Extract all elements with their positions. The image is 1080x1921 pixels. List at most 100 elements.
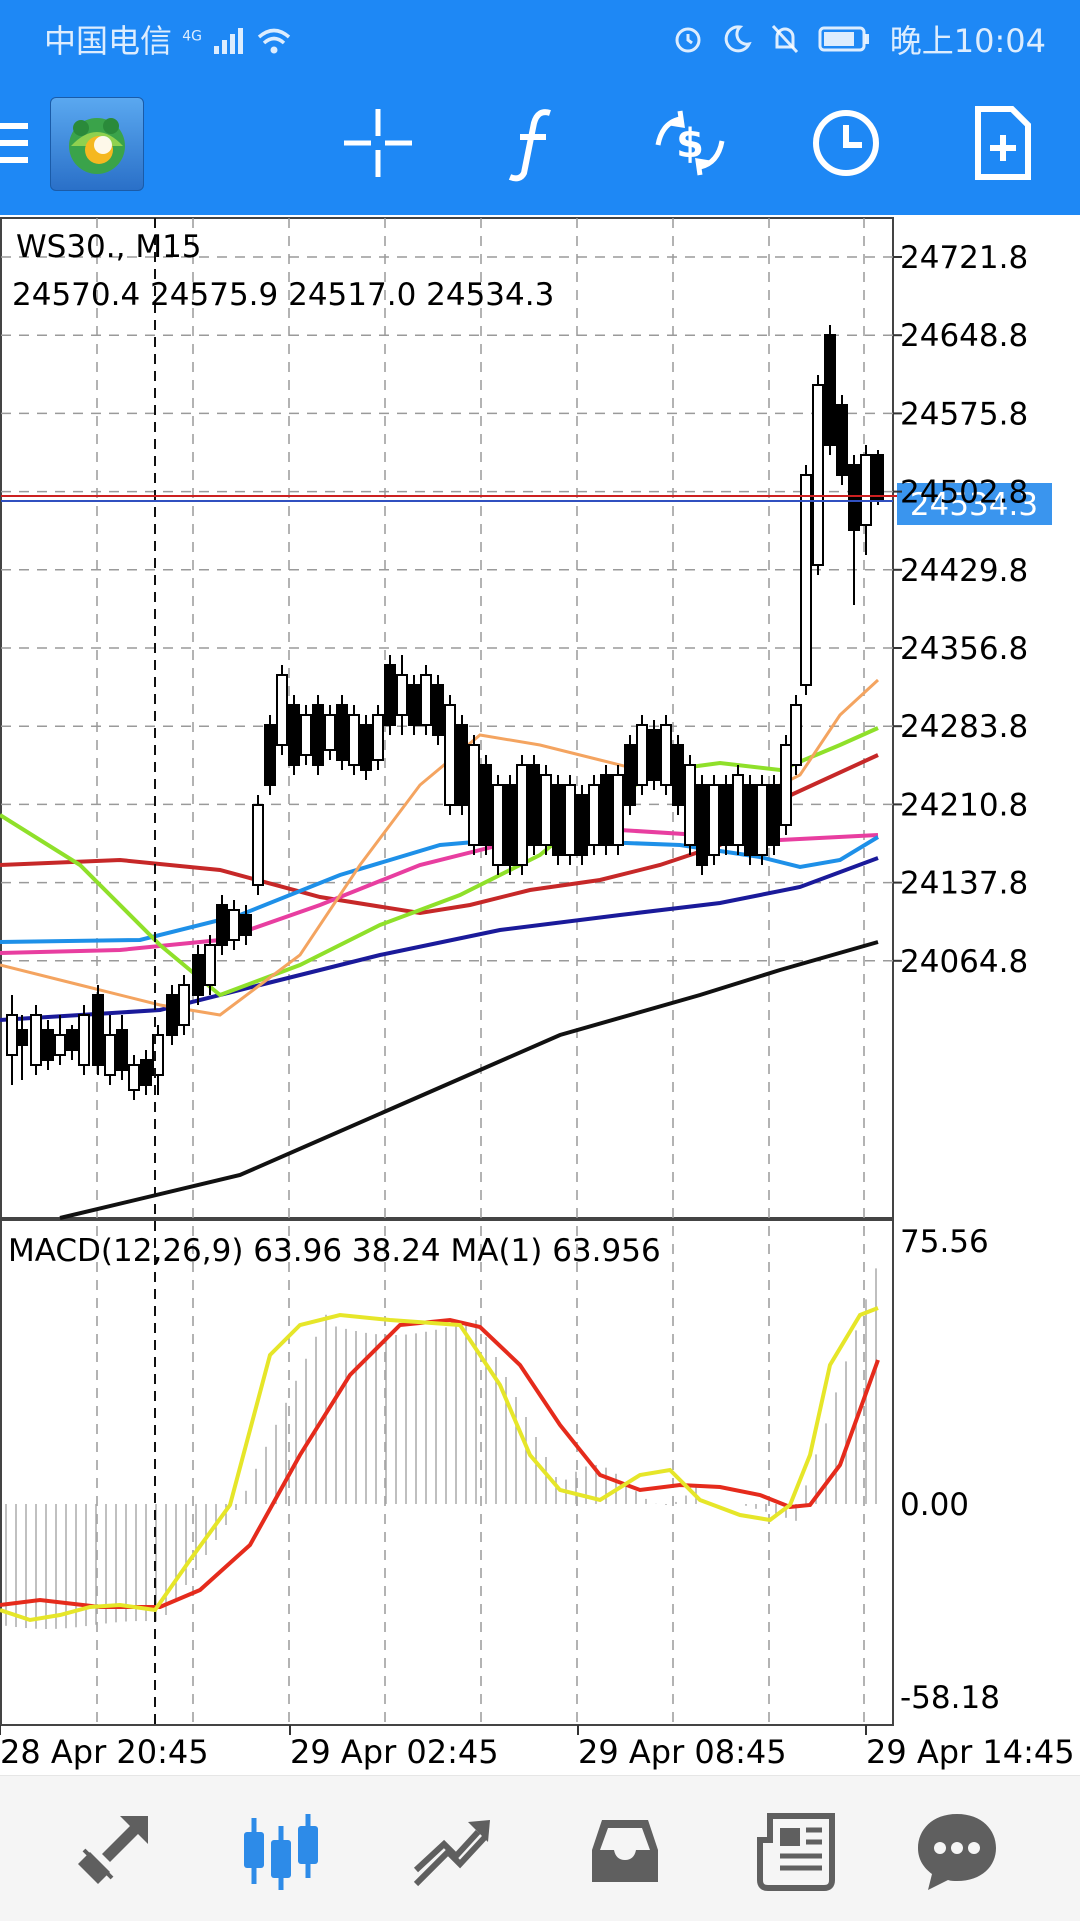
status-bar: 中国电信 4G 晚上10:04 xyxy=(0,0,1080,75)
candle-body xyxy=(140,1059,152,1086)
quotes-icon[interactable] xyxy=(68,1806,158,1896)
candle-body xyxy=(104,1034,116,1076)
candle-body xyxy=(824,334,836,446)
macd-panel-frame xyxy=(0,1219,894,1726)
candle-body xyxy=(116,1029,128,1071)
price-tick-label: 24429.8 xyxy=(900,553,1028,589)
candle-body xyxy=(360,724,372,771)
candle-body xyxy=(408,684,420,726)
candle-body xyxy=(66,1029,78,1051)
top-toolbar: $ xyxy=(0,75,1080,215)
price-chart[interactable]: 24534.3 WS30., M15 24570.4 24575.9 24517… xyxy=(0,215,1080,1775)
candle-body xyxy=(42,1029,54,1061)
candlesticks xyxy=(6,325,884,1100)
mute-icon xyxy=(771,24,798,54)
candle-body xyxy=(336,704,348,761)
moving-average-line xyxy=(59,940,879,1220)
candle-body xyxy=(276,674,288,746)
macd-label: MACD(12,26,9) 63.96 38.24 MA(1) 63.956 xyxy=(8,1233,661,1269)
candle-body xyxy=(504,784,516,866)
symbol-label: WS30., M15 xyxy=(16,229,202,265)
chart-icon[interactable] xyxy=(236,1806,326,1896)
price-tick-label: 24283.8 xyxy=(900,709,1028,745)
history-icon[interactable] xyxy=(580,1806,670,1896)
carrier-label: 中国电信 4G xyxy=(44,16,292,62)
indicators-f-icon[interactable] xyxy=(494,103,574,183)
price-tick-label: 24575.8 xyxy=(900,396,1028,432)
price-tick-label: 24137.8 xyxy=(900,866,1028,902)
candle-body xyxy=(444,704,456,806)
clock-period-icon[interactable] xyxy=(806,103,886,183)
candle-body xyxy=(812,384,824,566)
candle-body xyxy=(552,784,564,856)
candle-body xyxy=(348,714,360,766)
candle-body xyxy=(384,664,396,726)
new-document-icon[interactable] xyxy=(962,103,1042,183)
candle-body xyxy=(6,1014,18,1056)
mt4-globe-icon xyxy=(69,118,125,174)
price-tick-label: 24721.8 xyxy=(900,240,1028,276)
candle-body xyxy=(300,714,312,756)
macd-main-line xyxy=(0,1306,879,1623)
candle-body xyxy=(92,994,104,1066)
trade-dollar-icon[interactable]: $ xyxy=(650,103,730,183)
candle-body xyxy=(30,1014,42,1066)
carrier-name: 中国电信 xyxy=(44,22,173,60)
candle-body xyxy=(312,704,324,766)
moon-icon xyxy=(724,25,752,53)
macd-tick-label: 0.00 xyxy=(900,1487,969,1523)
candle-body xyxy=(396,674,408,716)
candle-body xyxy=(836,404,848,476)
candle-body xyxy=(696,784,708,866)
candle-body xyxy=(600,774,612,846)
time-tick-label: 29 Apr 02:45 xyxy=(290,1733,499,1771)
candle-body xyxy=(612,774,624,846)
candle-body xyxy=(790,704,802,766)
candle-body xyxy=(288,704,300,766)
signal-icon xyxy=(214,28,244,54)
candle-body xyxy=(872,454,884,501)
candle-body xyxy=(860,454,872,526)
candle-body xyxy=(672,744,684,806)
candle-body xyxy=(732,774,744,846)
price-tick-label: 24210.8 xyxy=(900,787,1028,823)
metatrader4-logo[interactable] xyxy=(50,97,144,191)
candle-body xyxy=(660,724,672,786)
candle-body xyxy=(54,1034,66,1056)
moving-average-line xyxy=(0,856,879,1022)
macd-tick-label: -58.18 xyxy=(900,1680,1000,1716)
alarm-icon xyxy=(675,27,701,53)
candle-body xyxy=(768,784,780,846)
candle-body xyxy=(432,684,444,736)
candle-body xyxy=(708,784,720,856)
price-tick-label: 24064.8 xyxy=(900,944,1028,980)
candle-body xyxy=(16,1029,28,1046)
candle-body xyxy=(800,474,812,686)
candle-body xyxy=(720,784,732,846)
candle-body xyxy=(588,784,600,846)
candle-body xyxy=(166,994,178,1036)
candle-body xyxy=(780,744,792,826)
time-tick-label: 29 Apr 14:45 xyxy=(866,1733,1075,1771)
time-tick-label: 29 Apr 08:45 xyxy=(578,1733,787,1771)
chart-area[interactable]: 24534.3 WS30., M15 24570.4 24575.9 24517… xyxy=(0,215,1080,1775)
candle-body xyxy=(480,764,492,846)
candle-body xyxy=(216,904,228,946)
news-icon[interactable] xyxy=(752,1806,842,1896)
network-type: 4G xyxy=(182,28,202,45)
trade-icon[interactable] xyxy=(408,1806,498,1896)
chat-icon[interactable] xyxy=(912,1806,1002,1896)
bottom-nav xyxy=(0,1775,1080,1921)
crosshair-icon[interactable] xyxy=(338,103,418,183)
candle-body xyxy=(848,464,860,531)
candle-body xyxy=(624,744,636,806)
candle-body xyxy=(468,744,480,846)
candle-body xyxy=(78,1014,90,1066)
current-price-label: 24534.3 xyxy=(910,487,1038,523)
candle-body xyxy=(252,804,264,886)
menu-icon[interactable] xyxy=(0,103,32,183)
candle-body xyxy=(192,954,204,996)
price-tick-label: 24356.8 xyxy=(900,631,1028,667)
candle-body xyxy=(240,914,252,936)
candle-body xyxy=(228,909,240,941)
